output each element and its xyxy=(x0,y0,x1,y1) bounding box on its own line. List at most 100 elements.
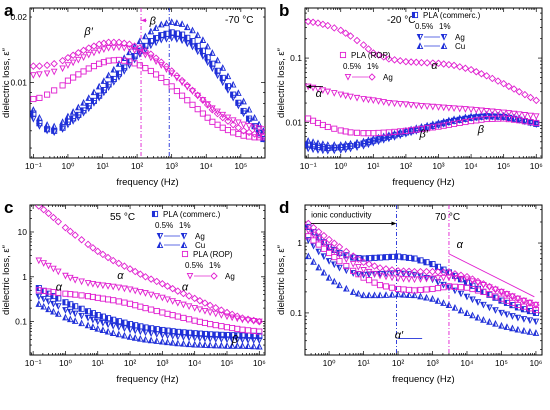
data-point xyxy=(142,290,149,297)
data-point xyxy=(244,317,252,324)
x-tick-label: 10⁰ xyxy=(59,358,72,368)
data-point xyxy=(147,50,155,58)
data-point xyxy=(69,59,77,67)
data-point xyxy=(407,58,415,66)
data-point xyxy=(188,86,197,95)
data-point xyxy=(467,106,475,114)
data-point xyxy=(240,121,247,129)
x-tick-label: 10⁵ xyxy=(497,161,510,171)
legend-label-ag-rop: Ag xyxy=(383,73,393,82)
data-point xyxy=(354,255,363,263)
data-point xyxy=(204,114,211,121)
data-point xyxy=(417,276,424,283)
data-point xyxy=(104,253,112,262)
data-point xyxy=(391,100,398,108)
data-point xyxy=(412,58,421,67)
data-point xyxy=(482,72,491,80)
data-point xyxy=(94,247,102,256)
legend-marker xyxy=(210,272,218,280)
data-point xyxy=(44,91,51,98)
series-rop-3 xyxy=(305,115,540,137)
data-point xyxy=(80,54,87,62)
data-point xyxy=(510,85,518,93)
data-point xyxy=(455,63,464,71)
data-point xyxy=(136,270,145,278)
data-point xyxy=(457,284,465,291)
y-tick-label: 0.01 xyxy=(285,117,302,127)
x-tick-label: 10³ xyxy=(166,161,178,171)
data-point xyxy=(343,256,350,264)
data-point xyxy=(239,127,248,135)
data-point xyxy=(115,284,123,292)
panel-letter: c xyxy=(4,198,13,217)
data-point xyxy=(96,60,103,67)
shift-arrow xyxy=(448,253,535,298)
data-point xyxy=(95,47,103,55)
data-point xyxy=(434,268,442,276)
data-point xyxy=(152,54,160,62)
data-point xyxy=(533,119,540,127)
data-point xyxy=(50,265,57,273)
annotation: α xyxy=(316,88,323,100)
annotation: α xyxy=(431,60,438,72)
x-tick-label: 10⁶ xyxy=(529,358,542,368)
data-point xyxy=(485,282,494,291)
data-point xyxy=(319,20,327,29)
data-point xyxy=(370,262,379,270)
x-tick-label: 10⁰ xyxy=(61,161,74,171)
data-point xyxy=(136,49,144,56)
data-point xyxy=(335,243,344,251)
x-tick-label: 10¹ xyxy=(92,358,104,368)
series-rop-3 xyxy=(30,56,265,141)
data-point xyxy=(463,272,471,281)
data-point xyxy=(125,40,134,48)
data-point xyxy=(445,104,453,112)
data-point xyxy=(147,27,155,35)
data-point xyxy=(337,26,345,35)
data-point xyxy=(85,44,93,52)
data-point xyxy=(84,240,92,249)
x-tick-label: 10¹ xyxy=(96,161,108,171)
data-point xyxy=(50,59,58,68)
data-point xyxy=(494,115,502,122)
arrow-head xyxy=(391,221,397,226)
data-point xyxy=(164,338,171,346)
data-point xyxy=(201,307,209,315)
data-point xyxy=(147,54,155,62)
panel-letter: a xyxy=(4,1,14,20)
y-tick-label: 1 xyxy=(297,238,302,248)
data-point xyxy=(319,87,327,94)
data-point xyxy=(110,38,118,47)
data-point xyxy=(526,299,534,307)
data-point xyxy=(478,107,485,115)
data-point xyxy=(191,340,199,348)
data-point xyxy=(320,231,328,240)
data-point xyxy=(355,264,362,271)
data-point xyxy=(249,316,258,325)
data-point xyxy=(153,71,160,78)
data-point xyxy=(90,42,98,50)
data-point xyxy=(30,62,38,70)
data-point xyxy=(260,134,265,141)
data-point xyxy=(514,294,522,303)
legend-marker xyxy=(186,272,194,280)
data-point xyxy=(445,283,453,290)
x-tick-label: 10³ xyxy=(426,358,438,368)
data-point xyxy=(505,110,513,117)
data-point xyxy=(244,315,252,323)
data-point xyxy=(434,275,442,282)
data-point xyxy=(371,270,378,278)
data-point xyxy=(324,88,332,96)
x-tick-label: 10² xyxy=(392,358,404,368)
x-tick-label: 10⁵ xyxy=(221,358,234,368)
data-point xyxy=(137,288,144,296)
data-point xyxy=(353,94,361,102)
data-point xyxy=(184,97,191,104)
x-tick-label: 10¹ xyxy=(357,358,369,368)
data-point xyxy=(45,262,52,270)
data-point xyxy=(255,125,263,133)
arrow-head xyxy=(141,18,147,23)
data-point xyxy=(472,67,481,76)
data-point xyxy=(36,71,43,78)
data-point xyxy=(483,115,490,123)
